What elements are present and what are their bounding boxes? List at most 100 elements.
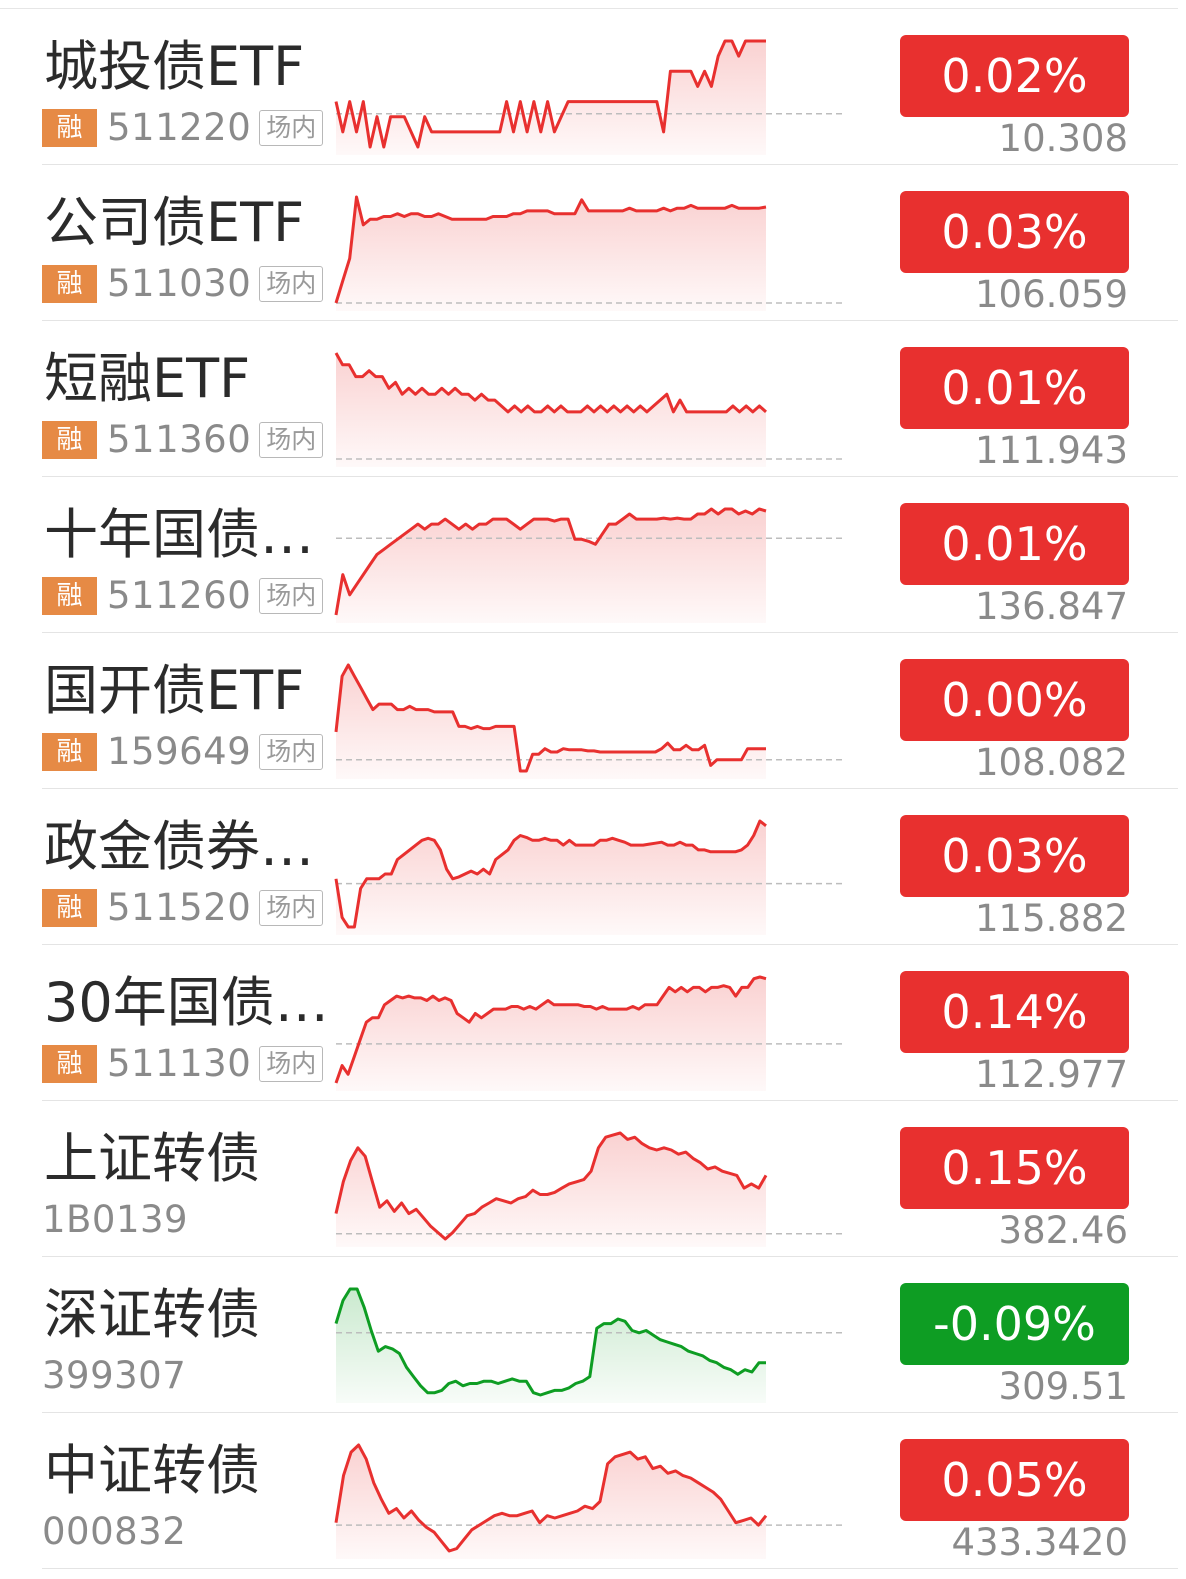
quote-row[interactable]: 政金债券ETF 融 511520 场内 0.03% 115.882 xyxy=(0,789,1186,945)
last-price: 115.882 xyxy=(974,897,1128,940)
security-name: 上证转债 xyxy=(44,1127,260,1190)
sparkline-area xyxy=(336,821,766,935)
security-name: 政金债券ETF xyxy=(44,815,334,878)
row-divider xyxy=(42,320,1178,321)
sparkline-area xyxy=(336,977,766,1091)
intraday-sparkline xyxy=(334,975,842,1091)
sparkline-area xyxy=(336,509,766,623)
margin-badge: 融 xyxy=(42,421,97,459)
margin-badge: 融 xyxy=(42,109,97,147)
change-percent-badge[interactable]: 0.05% xyxy=(900,1439,1129,1521)
intraday-sparkline xyxy=(334,507,842,623)
code-line: 融 511030 场内 xyxy=(42,262,324,305)
last-price: 108.082 xyxy=(974,741,1128,784)
security-code: 511520 xyxy=(107,886,252,929)
row-divider xyxy=(42,788,1178,789)
intraday-sparkline xyxy=(334,1287,842,1403)
intraday-sparkline xyxy=(334,352,842,467)
row-divider xyxy=(42,632,1178,633)
security-code: 000832 xyxy=(42,1510,187,1553)
security-code: 159649 xyxy=(107,730,252,773)
row-divider xyxy=(42,1100,1178,1101)
sparkline-line xyxy=(334,819,767,929)
security-name: 十年国债ETF xyxy=(44,503,334,566)
venue-tag: 场内 xyxy=(259,422,324,458)
change-percent-badge[interactable]: 0.14% xyxy=(900,971,1129,1053)
last-price: 433.3420 xyxy=(951,1521,1128,1564)
margin-badge: 融 xyxy=(42,265,97,303)
venue-tag: 场内 xyxy=(259,110,324,146)
last-price: 106.059 xyxy=(974,273,1128,316)
sparkline-area xyxy=(336,1289,766,1403)
row-divider xyxy=(42,944,1178,945)
quote-row[interactable]: 短融ETF 融 511360 场内 0.01% 111.943 xyxy=(0,321,1186,477)
security-name: 城投债ETF xyxy=(44,35,305,98)
change-percent-badge[interactable]: 0.15% xyxy=(900,1127,1129,1209)
change-percent-badge[interactable]: 0.00% xyxy=(900,659,1129,741)
code-line: 融 511360 场内 xyxy=(42,418,324,461)
venue-tag: 场内 xyxy=(259,266,324,302)
security-name: 短融ETF xyxy=(44,347,251,410)
code-line: 融 511130 场内 xyxy=(42,1045,324,1083)
change-percent-badge[interactable]: 0.02% xyxy=(900,35,1129,117)
code-line: 融 159649 场内 xyxy=(42,730,324,773)
sparkline-line xyxy=(334,507,767,616)
margin-badge: 融 xyxy=(42,1045,97,1083)
change-percent-badge[interactable]: -0.09% xyxy=(900,1283,1129,1365)
sparkline-line xyxy=(334,1443,768,1553)
change-percent-badge[interactable]: 0.01% xyxy=(900,503,1129,585)
code-line: 399307 xyxy=(42,1357,194,1395)
last-price: 112.977 xyxy=(974,1053,1128,1096)
intraday-sparkline xyxy=(334,39,842,155)
security-name: 深证转债 xyxy=(44,1283,260,1346)
venue-tag: 场内 xyxy=(259,890,324,926)
change-percent-badge[interactable]: 0.03% xyxy=(900,815,1129,897)
security-name: 公司债ETF xyxy=(44,191,305,254)
margin-badge: 融 xyxy=(42,889,97,927)
sparkline-line xyxy=(334,352,767,414)
row-divider xyxy=(42,1568,1178,1569)
row-divider xyxy=(42,476,1178,477)
margin-badge: 融 xyxy=(42,577,97,615)
security-code: 511360 xyxy=(107,418,252,461)
change-percent-badge[interactable]: 0.01% xyxy=(900,347,1129,429)
security-code: 511220 xyxy=(107,106,252,149)
intraday-sparkline xyxy=(334,819,842,935)
sparkline-line xyxy=(334,1287,766,1397)
last-price: 382.46 xyxy=(998,1209,1128,1252)
row-divider xyxy=(42,164,1178,165)
quote-row[interactable]: 深证转债 399307 -0.09% 309.51 xyxy=(0,1257,1186,1413)
margin-badge: 融 xyxy=(42,733,97,771)
security-name: 30年国债ETF xyxy=(44,971,334,1034)
quote-row[interactable]: 公司债ETF 融 511030 场内 0.03% 106.059 xyxy=(0,165,1186,321)
security-name: 中证转债 xyxy=(44,1439,260,1502)
sparkline-area xyxy=(336,1445,766,1559)
security-code: 511030 xyxy=(107,262,252,305)
venue-tag: 场内 xyxy=(259,1046,324,1082)
venue-tag: 场内 xyxy=(259,734,324,770)
security-name: 国开债ETF xyxy=(44,659,305,722)
quote-row[interactable]: 国开债ETF 融 159649 场内 0.00% 108.082 xyxy=(0,633,1186,789)
intraday-sparkline xyxy=(334,663,842,779)
sparkline-area xyxy=(336,665,766,779)
row-divider xyxy=(42,1256,1178,1257)
security-code: 1B0139 xyxy=(42,1198,189,1241)
quote-row[interactable]: 中证转债 000832 0.05% 433.3420 xyxy=(0,1413,1186,1569)
sparkline-area xyxy=(336,41,766,155)
quote-row[interactable]: 城投债ETF 融 511220 场内 0.02% 10.308 xyxy=(0,9,1186,165)
security-code: 399307 xyxy=(42,1354,187,1397)
change-percent-badge[interactable]: 0.03% xyxy=(900,191,1129,273)
code-line: 000832 xyxy=(42,1513,194,1551)
code-line: 融 511220 场内 xyxy=(42,106,324,149)
venue-tag: 场内 xyxy=(259,578,324,614)
intraday-sparkline xyxy=(334,1443,842,1559)
sparkline-area xyxy=(336,197,766,311)
quote-row[interactable]: 上证转债 1B0139 0.15% 382.46 xyxy=(0,1101,1186,1257)
intraday-sparkline xyxy=(334,1131,842,1247)
last-price: 309.51 xyxy=(998,1365,1128,1408)
sparkline-line xyxy=(334,663,766,773)
quote-row[interactable]: 十年国债ETF 融 511260 场内 0.01% 136.847 xyxy=(0,477,1186,633)
code-line: 融 511520 场内 xyxy=(42,886,324,929)
sparkline-line xyxy=(334,195,767,304)
